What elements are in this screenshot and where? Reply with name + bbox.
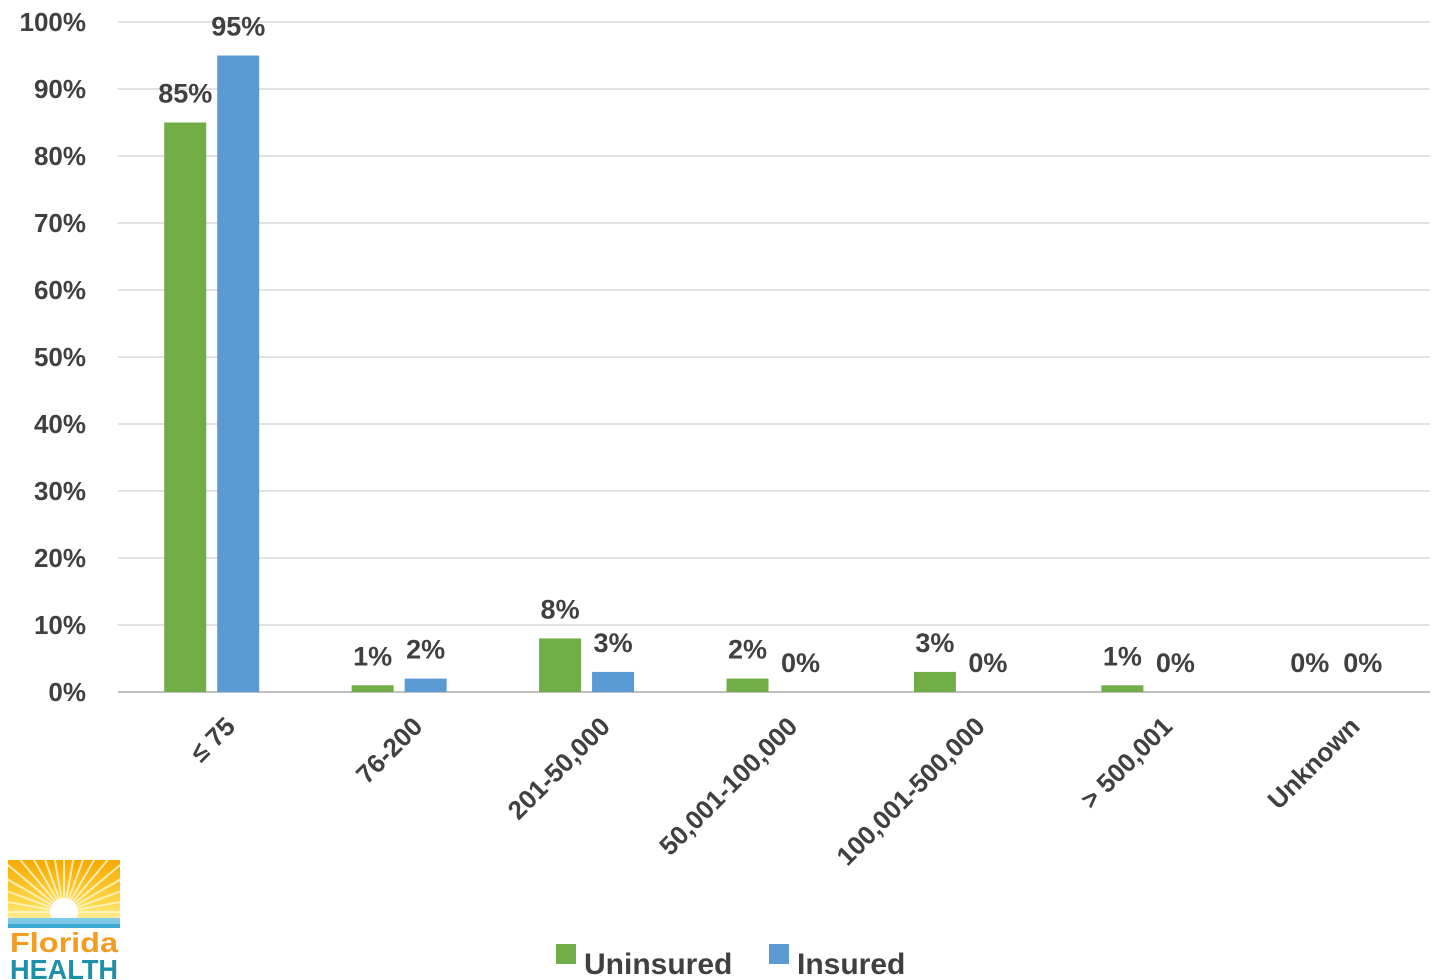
x-category-label: Unknown — [1262, 711, 1366, 815]
logo-line1: Florida — [10, 927, 118, 958]
data-label: 0% — [968, 648, 1007, 678]
bar-uninsured — [1101, 685, 1144, 692]
legend-swatch-uninsured — [556, 944, 576, 964]
data-label: 0% — [1343, 648, 1382, 678]
x-category-label: 50,001-100,000 — [653, 711, 803, 861]
data-label: 1% — [1103, 641, 1142, 671]
x-axis-categories: ≤ 75 76-200 201-50,000 50,001-100,000 100,00… — [184, 711, 1365, 871]
x-category-label: > 500,001 — [1075, 711, 1179, 815]
data-labels: 85% 95% 1% 2% 8% 3% 2% 0% 3% 0% 1% 0% 0% 0% — [158, 12, 1382, 679]
gridlines — [118, 21, 1430, 693]
bar-uninsured — [726, 678, 769, 692]
bar-insured — [404, 678, 447, 692]
bar-insured — [217, 55, 260, 692]
bars — [164, 55, 1144, 692]
y-tick-label: 40% — [34, 409, 86, 439]
y-tick-label: 50% — [34, 342, 86, 372]
data-label: 0% — [1290, 648, 1329, 678]
bar-uninsured — [913, 671, 956, 692]
data-label: 2% — [728, 635, 767, 665]
data-label: 95% — [211, 12, 265, 42]
florida-health-logo: Florida HEALTH — [8, 860, 120, 980]
y-tick-label: 30% — [34, 476, 86, 506]
y-tick-label: 60% — [34, 275, 86, 305]
y-tick-label: 80% — [34, 141, 86, 171]
y-tick-label: 70% — [34, 208, 86, 238]
data-label: 85% — [158, 79, 212, 109]
sun-logo-icon — [8, 860, 120, 928]
data-label: 0% — [1156, 648, 1195, 678]
legend-label-insured: Insured — [797, 948, 905, 980]
bar-uninsured — [164, 122, 207, 692]
x-category-label: 100,001-500,000 — [830, 711, 990, 871]
data-label: 3% — [594, 628, 633, 658]
data-label: 1% — [353, 641, 392, 671]
legend-label-uninsured: Uninsured — [584, 948, 732, 980]
data-label: 2% — [406, 635, 445, 665]
data-label: 8% — [541, 594, 580, 624]
logo-line2: HEALTH — [10, 954, 118, 980]
y-tick-label: 90% — [34, 74, 86, 104]
x-category-label: ≤ 75 — [184, 711, 241, 768]
legend-swatch-insured — [769, 944, 789, 964]
bar-insured — [592, 671, 635, 692]
x-category-label: 76-200 — [350, 711, 428, 789]
y-tick-label: 10% — [34, 610, 86, 640]
bar-uninsured — [539, 638, 582, 692]
x-category-label: 201-50,000 — [502, 711, 616, 825]
y-tick-label: 100% — [20, 7, 87, 37]
data-label: 3% — [915, 628, 954, 658]
y-tick-label: 20% — [34, 543, 86, 573]
data-label: 0% — [781, 648, 820, 678]
bar-uninsured — [351, 685, 394, 692]
y-tick-label: 0% — [48, 677, 86, 707]
legend: Uninsured Insured — [556, 944, 905, 980]
y-axis-ticks: 0% 10% 20% 30% 40% 50% 60% 70% 80% 90% 100% — [20, 7, 87, 707]
